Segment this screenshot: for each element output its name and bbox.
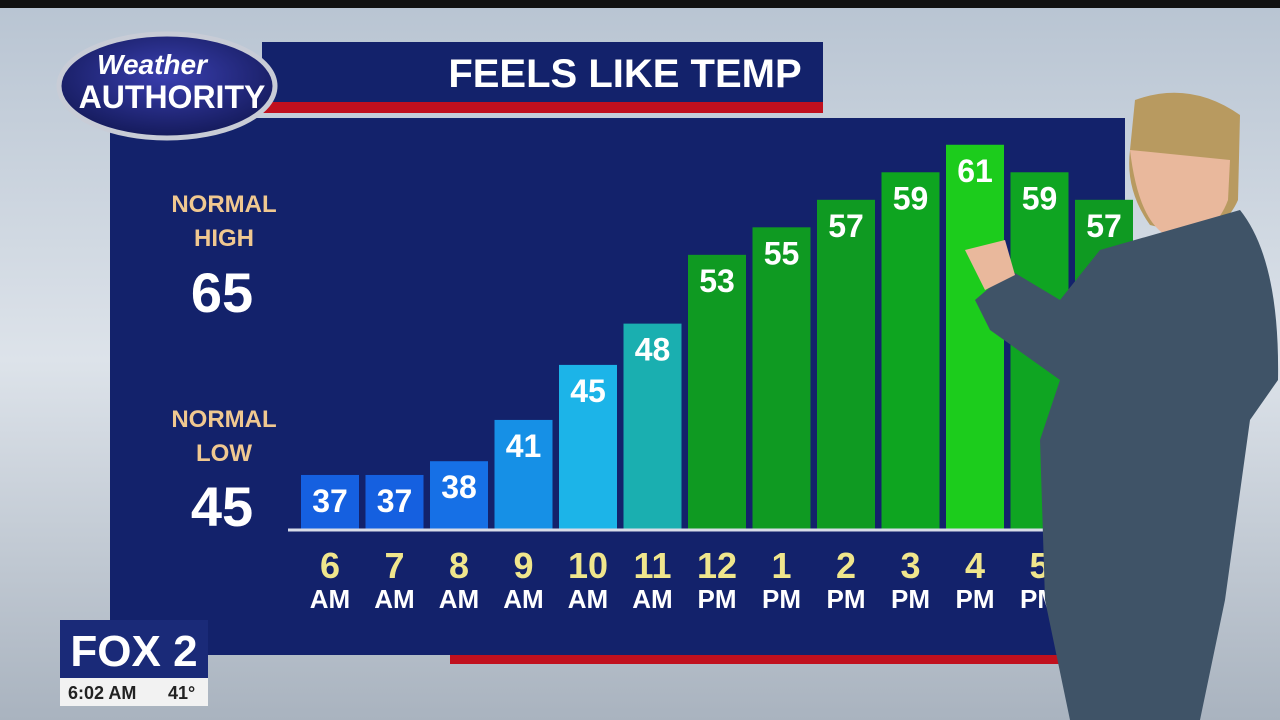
x-tick-period: PM bbox=[956, 584, 995, 614]
title-bar bbox=[262, 42, 823, 102]
top-edge bbox=[0, 0, 1280, 8]
value-label: 57 bbox=[1086, 208, 1122, 244]
value-label: 53 bbox=[699, 263, 735, 299]
bar bbox=[430, 461, 488, 530]
x-tick-period: PM bbox=[891, 584, 930, 614]
logo-text: Weather bbox=[97, 49, 209, 80]
bar bbox=[623, 323, 682, 530]
normal-label: NORMAL bbox=[171, 406, 276, 433]
bar bbox=[817, 199, 875, 531]
value-label: 37 bbox=[312, 483, 348, 519]
chart-title: FEELS LIKE TEMP bbox=[448, 52, 801, 96]
bar bbox=[301, 474, 359, 530]
value-label: 45 bbox=[570, 373, 606, 409]
x-tick-label: 8 bbox=[449, 545, 469, 586]
x-tick-period: PM bbox=[698, 584, 737, 614]
station-logo bbox=[60, 620, 208, 678]
value-label: 38 bbox=[441, 469, 477, 505]
value-label: 59 bbox=[893, 180, 929, 216]
station-time: 6:02 AM bbox=[68, 683, 136, 703]
station-temp: 41° bbox=[168, 683, 195, 703]
station-name: FOX 2 bbox=[70, 627, 197, 676]
x-tick-label: 4 bbox=[965, 545, 985, 586]
bar bbox=[494, 419, 553, 530]
x-tick-label: 12 bbox=[697, 545, 737, 586]
x-tick-period: AM bbox=[310, 584, 350, 614]
logo-badge bbox=[56, 31, 278, 141]
value-label: 59 bbox=[1022, 180, 1058, 216]
normal-label: LOW bbox=[196, 440, 252, 467]
station-info bbox=[60, 678, 208, 706]
title-stripe bbox=[262, 102, 823, 113]
x-tick-label: 9 bbox=[513, 545, 533, 586]
bar bbox=[881, 172, 940, 530]
bar bbox=[559, 364, 617, 530]
value-label: 37 bbox=[377, 483, 413, 519]
presenter-face bbox=[1130, 150, 1230, 240]
x-tick-period: AM bbox=[374, 584, 414, 614]
x-tick-period: AM bbox=[503, 584, 543, 614]
x-tick-label: 1 bbox=[771, 545, 791, 586]
logo-text: AUTHORITY bbox=[79, 79, 266, 115]
value-label: 41 bbox=[506, 428, 542, 464]
normal-value: 65 bbox=[191, 261, 253, 324]
x-tick-period: PM bbox=[762, 584, 801, 614]
presenter bbox=[965, 92, 1279, 720]
bottom-stripe bbox=[450, 655, 1070, 664]
x-tick-period: AM bbox=[439, 584, 479, 614]
normal-label: HIGH bbox=[194, 225, 254, 252]
value-label: 61 bbox=[957, 153, 993, 189]
bar bbox=[752, 227, 811, 530]
x-tick-label: 11 bbox=[633, 545, 671, 586]
value-label: 55 bbox=[764, 235, 800, 271]
presenter-hand bbox=[965, 240, 1015, 290]
normal-value: 45 bbox=[191, 475, 253, 538]
x-tick-label: 3 bbox=[900, 545, 920, 586]
bar bbox=[688, 254, 746, 531]
x-tick-label: 6 bbox=[320, 545, 340, 586]
bar bbox=[365, 474, 424, 530]
x-tick-label: 2 bbox=[836, 545, 856, 586]
presenter-suit bbox=[975, 210, 1279, 720]
value-label: 48 bbox=[635, 332, 671, 368]
bars: 37 37 38 41 45 48 53 55 57 59 61 59 57 bbox=[301, 144, 1133, 531]
x-tick-period: PM bbox=[827, 584, 866, 614]
normal-label: NORMAL bbox=[171, 191, 276, 218]
bar bbox=[946, 144, 1004, 531]
value-label: 57 bbox=[828, 208, 864, 244]
x-tick-label: 7 bbox=[384, 545, 404, 586]
x-tick-period: AM bbox=[568, 584, 608, 614]
x-tick-period: AM bbox=[632, 584, 672, 614]
x-tick-label: 10 bbox=[568, 545, 608, 586]
